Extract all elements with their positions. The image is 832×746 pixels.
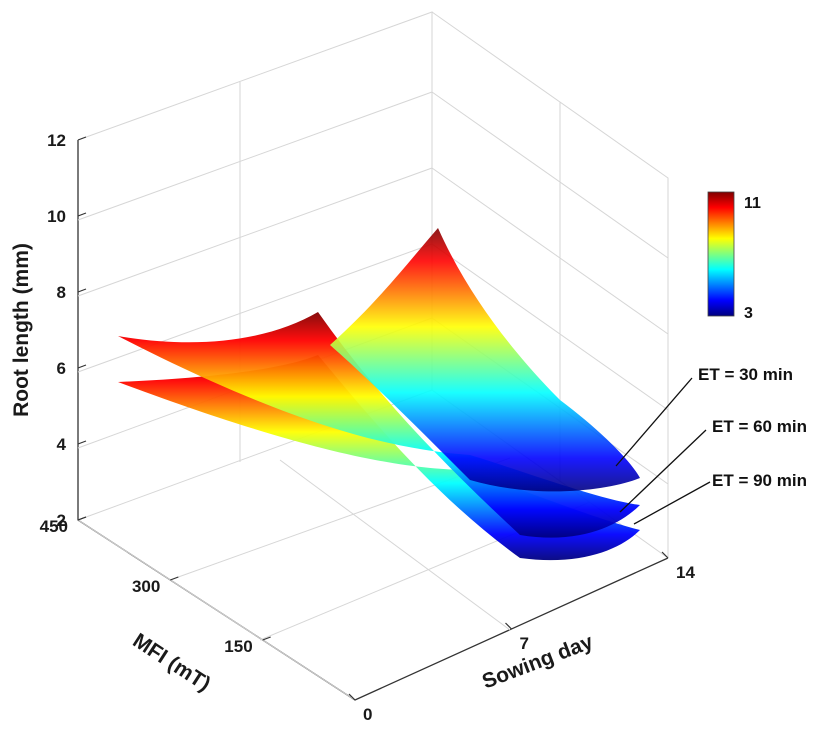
z-tick-label: 8 xyxy=(57,283,66,302)
z-tick-mark xyxy=(77,364,87,369)
x-axis-title: Sowing day xyxy=(479,630,596,693)
z-tick-label: 4 xyxy=(57,435,67,454)
y-tick-label: 300 xyxy=(132,577,160,596)
colorbar-max-label: 11 xyxy=(744,195,761,212)
z-tick-label: 2 xyxy=(57,511,66,530)
x-tick-mark xyxy=(661,551,669,559)
y-tick-label: 150 xyxy=(224,637,252,656)
y-axis-title: MFI (mT) xyxy=(129,629,215,696)
y-tick-mark xyxy=(262,636,271,641)
x-tick-label: 7 xyxy=(520,634,529,653)
callout-et-60: ET = 60 min xyxy=(712,417,807,436)
colorbar: 11 3 xyxy=(707,191,761,322)
callout-et-30: ET = 30 min xyxy=(698,365,793,384)
colorbar-gradient xyxy=(707,191,735,317)
z-tick-mark xyxy=(77,212,87,217)
x-tick-mark xyxy=(505,622,512,630)
y-tick-mark xyxy=(170,576,179,581)
y-tick-mark xyxy=(77,516,87,521)
callout-line-et-30 xyxy=(615,377,693,467)
x-tick-mark xyxy=(348,693,356,701)
x-tick-label: 0 xyxy=(363,705,372,724)
callout-et-90: ET = 90 min xyxy=(712,471,807,490)
z-tick-mark xyxy=(77,440,87,445)
z-tick-mark xyxy=(77,136,87,141)
surface-et-30 xyxy=(330,228,640,492)
y-axis-ticks: 150 300 450 xyxy=(40,516,271,656)
y-tick-label: 450 xyxy=(40,517,68,536)
z-tick-mark xyxy=(77,288,87,293)
surfaces xyxy=(118,228,640,561)
series-callouts: ET = 30 min ET = 60 min ET = 90 min xyxy=(615,365,807,525)
z-axis-ticks: 2 4 6 8 10 12 xyxy=(47,131,87,530)
callout-line-et-60 xyxy=(619,429,707,513)
z-tick-label: 12 xyxy=(47,131,66,150)
z-tick-label: 6 xyxy=(57,359,66,378)
colorbar-min-label: 3 xyxy=(744,305,753,322)
x-axis-ticks: 0 7 14 xyxy=(348,551,695,724)
z-tick-label: 10 xyxy=(47,207,66,226)
callout-line-et-90 xyxy=(633,481,711,525)
x-tick-label: 14 xyxy=(676,563,695,582)
z-axis-title: Root length (mm) xyxy=(10,243,33,417)
